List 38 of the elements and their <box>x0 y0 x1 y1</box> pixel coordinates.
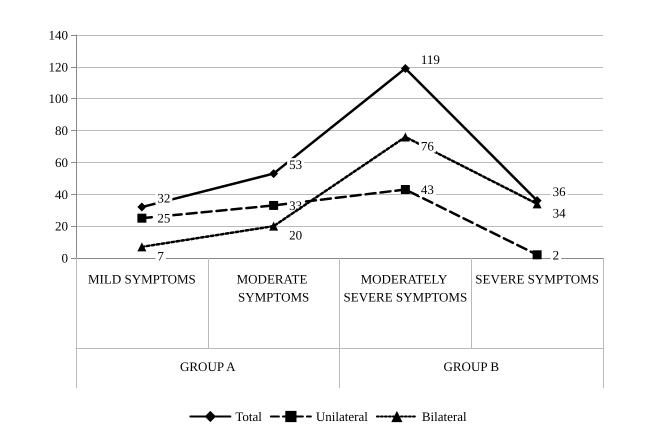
text: GROUP B <box>443 359 500 374</box>
point <box>532 250 542 260</box>
y-tick-label: 120 <box>48 59 68 74</box>
data-label: 119 <box>420 52 440 67</box>
data-label: 20 <box>289 228 302 243</box>
point <box>269 200 278 210</box>
data-label: 34 <box>552 205 566 220</box>
y-tick-label: 20 <box>55 218 68 234</box>
legend-label: Total <box>235 409 262 424</box>
point <box>269 169 278 178</box>
x-tick-label: MODERATELY SEVERE SYMPTOMS <box>344 272 468 304</box>
y-tick-label: 60 <box>55 154 68 170</box>
point <box>400 132 410 142</box>
point <box>137 214 146 223</box>
point <box>269 222 278 231</box>
data-label: 2 <box>552 247 560 262</box>
point <box>400 185 410 194</box>
data-label: 53 <box>289 157 302 172</box>
legend-label: Unilateral <box>316 409 368 424</box>
point <box>400 64 410 73</box>
text: GROUP A <box>180 359 236 374</box>
data-label: 32 <box>157 190 170 206</box>
x-tick-label: SEVERE SYMPTOMS <box>475 272 599 286</box>
y-tick-label: 80 <box>55 123 68 138</box>
legend-label: Bilateral <box>422 409 468 424</box>
y-tick-label: 0 <box>62 250 68 266</box>
y-tick-label: 140 <box>48 28 68 42</box>
y-tick-label: 100 <box>48 91 68 106</box>
x-tick-label: MILD SYMPTOMS <box>88 272 196 286</box>
data-label: 43 <box>420 182 434 198</box>
point <box>137 202 146 212</box>
data-label: 7 <box>157 248 164 264</box>
data-label: 25 <box>157 210 170 226</box>
point <box>137 242 146 252</box>
y-tick-label: 40 <box>55 186 68 202</box>
data-label: 36 <box>552 184 566 200</box>
data-label: 76 <box>420 138 434 154</box>
x-tick-label: MODERATE SYMPTOMS <box>236 272 311 304</box>
